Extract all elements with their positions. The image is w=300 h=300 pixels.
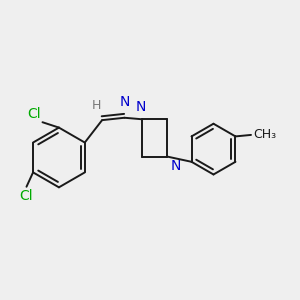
Text: Cl: Cl	[27, 107, 41, 121]
Text: CH₃: CH₃	[253, 128, 276, 141]
Text: N: N	[119, 95, 130, 110]
Text: N: N	[135, 100, 146, 114]
Text: N: N	[171, 159, 181, 173]
Text: Cl: Cl	[20, 188, 33, 203]
Text: H: H	[92, 99, 101, 112]
